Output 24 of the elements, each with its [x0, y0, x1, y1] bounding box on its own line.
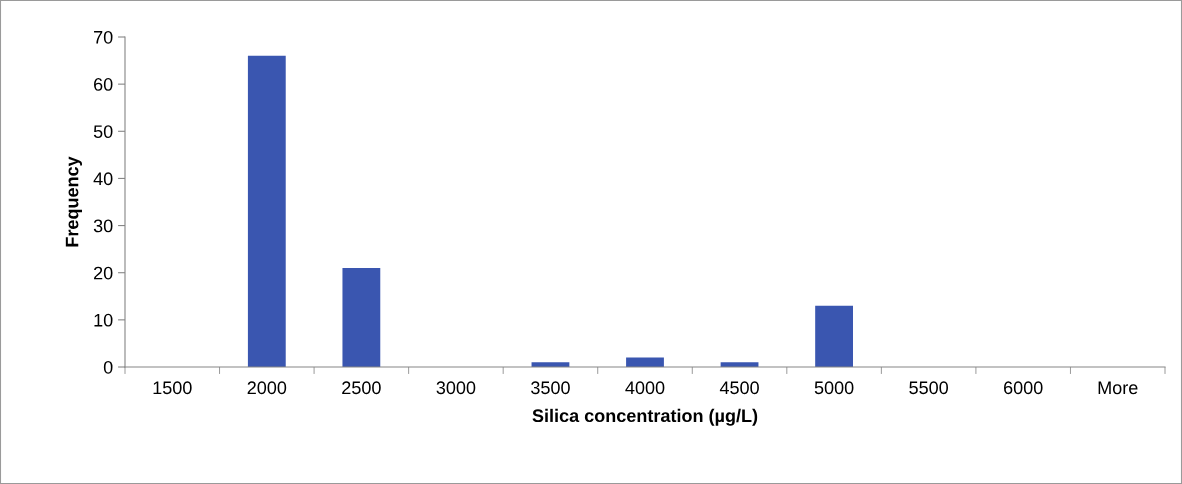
x-tick-label: 5000 — [814, 381, 854, 395]
y-tick-label: 40 — [93, 172, 113, 186]
x-tick-label: 4500 — [719, 381, 759, 395]
x-tick-label: 3500 — [531, 381, 570, 395]
y-tick-label: 0 — [103, 360, 113, 374]
bar — [342, 268, 381, 367]
x-tick-label: 6000 — [1004, 381, 1043, 395]
bar — [815, 305, 853, 367]
y-axis-title: Frequency — [65, 156, 82, 247]
y-tick-label: 10 — [94, 313, 113, 327]
x-tick-label: 1500 — [153, 381, 192, 395]
y-tick-label: 20 — [94, 266, 113, 280]
x-tick-label: 4000 — [625, 381, 665, 395]
x-tick-label: 5500 — [909, 381, 949, 395]
x-axis-title: Silica concentration (µg/L) — [532, 408, 758, 426]
y-tick-label: 70 — [94, 30, 113, 44]
y-tick-label: 50 — [93, 125, 113, 139]
x-tick-label: More — [1098, 381, 1138, 395]
x-tick-label: 2500 — [342, 381, 381, 395]
y-tick-label: 30 — [93, 219, 113, 233]
x-tick-label: 3000 — [436, 381, 476, 395]
x-tick-label: 2000 — [247, 381, 287, 395]
y-tick-label: 60 — [94, 78, 113, 91]
bar — [247, 55, 286, 367]
